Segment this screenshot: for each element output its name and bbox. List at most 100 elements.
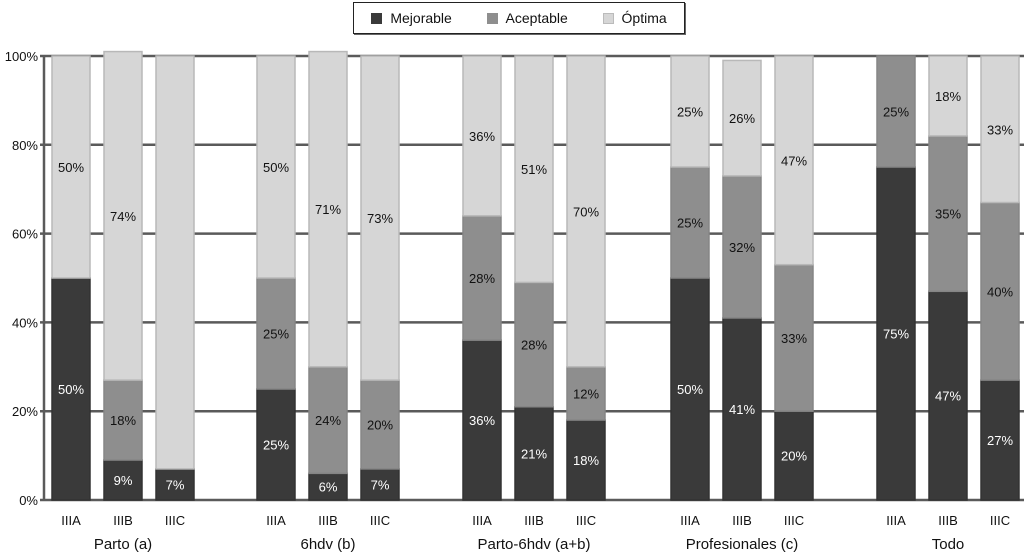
bar-segment [103, 379, 143, 461]
bar-segment [722, 317, 762, 501]
bar-segment [308, 366, 348, 475]
bar-segment [155, 468, 195, 501]
bar-segment [670, 55, 710, 168]
legend-label-mejorable: Mejorable [390, 10, 452, 26]
bar-segment [722, 59, 762, 177]
x-tick-label: IIIA [886, 513, 906, 528]
y-tick-label: 60% [12, 227, 38, 242]
bar-segment [155, 55, 195, 470]
group-label: Todo [932, 536, 965, 553]
data-label: 12% [573, 386, 599, 401]
legend-item-mejorable: Mejorable [371, 10, 452, 26]
data-label: 6% [319, 480, 338, 495]
data-label: 7% [166, 477, 185, 492]
data-label: 28% [469, 271, 495, 286]
data-label: 26% [729, 111, 755, 126]
data-label: 47% [781, 153, 807, 168]
bar-segment [980, 201, 1020, 381]
data-label: 74% [110, 209, 136, 224]
bar-segment [256, 55, 296, 279]
legend-item-aceptable: Aceptable [486, 10, 568, 26]
bar-segment [514, 281, 554, 408]
x-tick-label: IIIC [165, 513, 185, 528]
legend-label-optima: Óptima [621, 10, 667, 26]
data-label: 18% [110, 413, 136, 428]
x-tick-label: IIIB [113, 513, 133, 528]
bar-segment [462, 55, 502, 217]
x-tick-label: IIIA [472, 513, 492, 528]
data-label: 50% [58, 160, 84, 175]
x-tick-label: IIIA [61, 513, 81, 528]
data-label: 9% [114, 473, 133, 488]
x-tick-label: IIIC [990, 513, 1010, 528]
data-label: 21% [521, 446, 547, 461]
data-label: 51% [521, 162, 547, 177]
data-label: 28% [521, 338, 547, 353]
data-label: 25% [677, 105, 703, 120]
bar-segment [566, 55, 606, 368]
bar-segment [722, 175, 762, 319]
bar-segment [514, 55, 554, 284]
data-label: 41% [729, 402, 755, 417]
data-label: 24% [315, 413, 341, 428]
y-tick-label: 80% [12, 138, 38, 153]
data-label: 27% [987, 433, 1013, 448]
legend-item-optima: Óptima [602, 10, 667, 26]
legend: Mejorable Aceptable Óptima [353, 2, 685, 34]
data-label: 20% [367, 418, 393, 433]
bar-segment [876, 55, 916, 168]
bar-segment [256, 277, 296, 390]
bar-segment [980, 379, 1020, 501]
data-label: 36% [469, 129, 495, 144]
bar-segment [256, 388, 296, 501]
bar-segment [928, 55, 968, 137]
data-label: 50% [58, 382, 84, 397]
data-label: 25% [677, 216, 703, 231]
data-label: 50% [677, 382, 703, 397]
bar-segment [876, 166, 916, 501]
bar-segment [51, 277, 91, 501]
data-label: 50% [263, 160, 289, 175]
x-tick-label: IIIB [318, 513, 338, 528]
y-tick-label: 0% [19, 493, 38, 508]
legend-label-aceptable: Aceptable [505, 10, 568, 26]
bar-segment [980, 55, 1020, 204]
data-label: 73% [367, 211, 393, 226]
data-label: 33% [987, 122, 1013, 137]
group-label: Parto-6hdv (a+b) [478, 536, 591, 553]
y-tick-label: 40% [12, 315, 38, 330]
data-label: 18% [935, 89, 961, 104]
data-label: 25% [263, 327, 289, 342]
data-label: 71% [315, 202, 341, 217]
data-label: 7% [371, 477, 390, 492]
bar-segment [360, 55, 400, 381]
bar-segment [103, 50, 143, 381]
bar-segment [308, 50, 348, 368]
bar-segment [774, 263, 814, 412]
bar-segment [670, 166, 710, 279]
data-label: 75% [883, 327, 909, 342]
bar-segment [360, 379, 400, 470]
data-label: 18% [573, 453, 599, 468]
x-tick-label: IIIB [732, 513, 752, 528]
bar-segment [103, 459, 143, 501]
x-tick-label: IIIB [524, 513, 544, 528]
data-label: 20% [781, 449, 807, 464]
bar-segment [928, 135, 968, 293]
data-label: 32% [729, 240, 755, 255]
data-label: 47% [935, 389, 961, 404]
legend-swatch-optima [602, 12, 614, 24]
x-tick-label: IIIB [938, 513, 958, 528]
data-label: 25% [883, 105, 909, 120]
bar-segment [670, 277, 710, 501]
y-tick-label: 100% [5, 49, 39, 64]
data-label: 33% [781, 331, 807, 346]
x-tick-label: IIIA [266, 513, 286, 528]
x-tick-label: IIIC [784, 513, 804, 528]
bar-segment [566, 366, 606, 421]
data-label: 35% [935, 207, 961, 222]
bar-segment [51, 55, 91, 279]
group-label: 6hdv (b) [300, 536, 355, 553]
group-label: Profesionales (c) [686, 536, 799, 553]
